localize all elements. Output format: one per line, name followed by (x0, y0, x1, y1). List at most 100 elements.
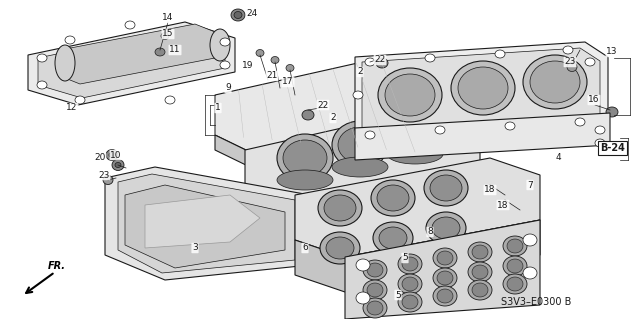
Ellipse shape (376, 58, 388, 68)
Ellipse shape (606, 107, 618, 117)
Text: 8: 8 (427, 227, 433, 236)
Ellipse shape (425, 54, 435, 62)
Ellipse shape (437, 271, 453, 285)
Ellipse shape (507, 259, 523, 273)
Text: 23: 23 (99, 170, 109, 180)
Polygon shape (105, 167, 310, 280)
Text: 18: 18 (497, 201, 509, 210)
Ellipse shape (277, 134, 333, 182)
Ellipse shape (75, 96, 85, 104)
Ellipse shape (425, 138, 435, 146)
Ellipse shape (231, 9, 245, 21)
Ellipse shape (332, 121, 388, 169)
Ellipse shape (435, 126, 445, 134)
Ellipse shape (210, 29, 230, 61)
Polygon shape (345, 220, 540, 319)
Text: 3: 3 (192, 243, 198, 253)
Ellipse shape (398, 292, 422, 312)
Ellipse shape (385, 74, 435, 116)
Ellipse shape (507, 277, 523, 291)
Ellipse shape (530, 61, 580, 103)
Ellipse shape (451, 61, 515, 115)
Ellipse shape (472, 265, 488, 279)
Ellipse shape (277, 170, 333, 190)
Ellipse shape (402, 277, 418, 291)
Ellipse shape (485, 181, 495, 189)
Text: 15: 15 (163, 29, 173, 39)
Ellipse shape (363, 260, 387, 280)
Text: 12: 12 (67, 103, 77, 113)
Ellipse shape (563, 130, 573, 138)
Ellipse shape (365, 134, 375, 142)
Ellipse shape (318, 190, 362, 226)
Ellipse shape (398, 254, 422, 274)
Polygon shape (215, 115, 415, 167)
Text: 22: 22 (374, 56, 386, 64)
Ellipse shape (125, 21, 135, 29)
Ellipse shape (523, 234, 537, 246)
Ellipse shape (103, 175, 113, 184)
Ellipse shape (109, 152, 115, 158)
Ellipse shape (37, 81, 47, 89)
Polygon shape (145, 195, 260, 248)
Polygon shape (245, 172, 480, 237)
Text: 11: 11 (169, 46, 180, 55)
Ellipse shape (387, 144, 443, 164)
Ellipse shape (365, 131, 375, 139)
Text: 24: 24 (246, 10, 258, 19)
Polygon shape (125, 185, 285, 268)
Ellipse shape (271, 56, 279, 63)
Polygon shape (28, 22, 235, 105)
Ellipse shape (500, 196, 510, 204)
Text: 13: 13 (606, 48, 618, 56)
Text: B-24: B-24 (600, 143, 625, 153)
Ellipse shape (37, 54, 47, 62)
Text: 10: 10 (110, 151, 122, 160)
Ellipse shape (503, 274, 527, 294)
Ellipse shape (398, 274, 422, 294)
Ellipse shape (387, 108, 443, 156)
Ellipse shape (338, 127, 382, 163)
Ellipse shape (585, 58, 595, 66)
Text: 5: 5 (402, 254, 408, 263)
Text: 14: 14 (163, 13, 173, 23)
Text: 23: 23 (564, 57, 576, 66)
Text: 16: 16 (588, 95, 600, 105)
Text: 9: 9 (225, 84, 231, 93)
Polygon shape (215, 58, 415, 152)
Ellipse shape (256, 49, 264, 56)
Text: 17: 17 (282, 78, 294, 86)
Ellipse shape (468, 242, 492, 262)
Ellipse shape (472, 245, 488, 259)
Ellipse shape (165, 96, 175, 104)
Text: 4: 4 (555, 153, 561, 162)
Text: 5: 5 (395, 291, 401, 300)
Ellipse shape (367, 263, 383, 277)
Ellipse shape (468, 262, 492, 282)
Ellipse shape (468, 280, 492, 300)
Ellipse shape (430, 175, 462, 201)
Ellipse shape (495, 50, 505, 58)
Ellipse shape (472, 283, 488, 297)
Ellipse shape (505, 122, 515, 130)
Ellipse shape (503, 256, 527, 276)
Text: 7: 7 (527, 181, 533, 189)
Ellipse shape (595, 126, 605, 134)
Polygon shape (38, 28, 225, 98)
Ellipse shape (286, 64, 294, 71)
Ellipse shape (324, 195, 356, 221)
Ellipse shape (575, 118, 585, 126)
Ellipse shape (115, 162, 121, 167)
Ellipse shape (234, 11, 242, 19)
Text: S3V3–E0300 B: S3V3–E0300 B (501, 297, 571, 307)
Text: 21: 21 (266, 71, 278, 80)
Text: 19: 19 (243, 61, 253, 70)
Text: 20: 20 (94, 153, 106, 162)
Polygon shape (362, 48, 600, 140)
Ellipse shape (523, 55, 587, 109)
Ellipse shape (220, 61, 230, 69)
Ellipse shape (402, 295, 418, 309)
Ellipse shape (356, 292, 370, 304)
Ellipse shape (378, 68, 442, 122)
Text: 2: 2 (330, 114, 336, 122)
